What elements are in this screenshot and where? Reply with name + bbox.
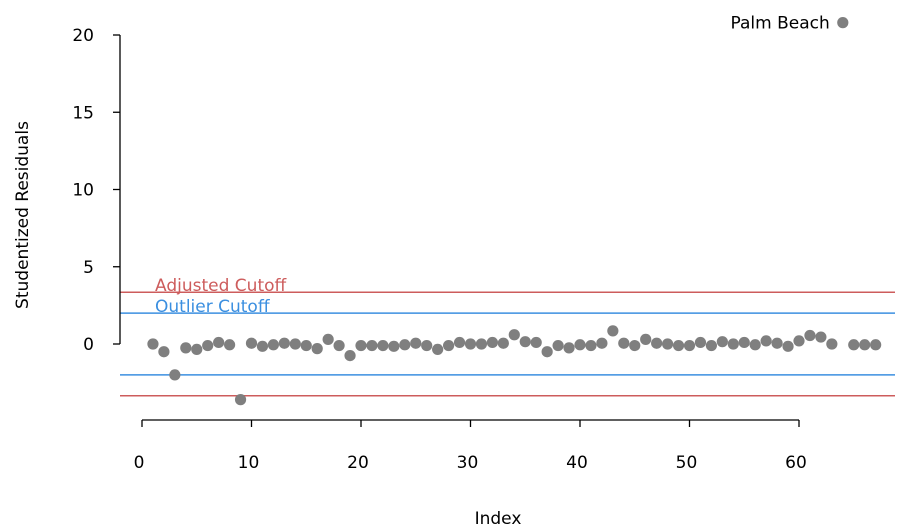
data-point: [147, 338, 159, 350]
data-point: [234, 394, 247, 406]
data-point: [519, 336, 531, 348]
x-tick-label: 0: [134, 453, 145, 473]
data-point: [202, 339, 214, 352]
x-ticks: 0 10 20 30 40 50 60: [134, 420, 807, 473]
x-tick-label: 20: [347, 453, 369, 473]
data-point: [651, 337, 663, 349]
data-point: [256, 340, 269, 352]
data-point: [541, 346, 553, 358]
data-point: [585, 339, 597, 352]
data-point: [694, 336, 707, 349]
x-tick-label: 10: [238, 453, 260, 473]
data-point: [300, 339, 312, 352]
data-point: [213, 336, 225, 349]
data-point: [410, 337, 422, 349]
data-point: [486, 336, 498, 349]
data-point: [738, 336, 750, 349]
y-axis-label: Studentized Residuals: [13, 121, 33, 309]
data-point: [782, 340, 794, 352]
data-point: [322, 333, 334, 345]
y-tick-label: 10: [72, 181, 94, 201]
data-point: [574, 339, 586, 351]
data-point: [289, 338, 301, 350]
data-point: [552, 339, 564, 352]
data-point: [837, 17, 849, 29]
data-point: [180, 342, 192, 354]
data-point: [629, 339, 641, 352]
y-tick-label: 15: [72, 103, 94, 123]
x-tick-label: 60: [785, 453, 807, 473]
y-tick-label: 5: [83, 258, 94, 278]
data-point: [705, 339, 718, 352]
data-point: [333, 339, 345, 352]
data-point: [870, 339, 882, 351]
data-point: [267, 339, 279, 351]
data-point: [311, 343, 323, 355]
data-point: [432, 343, 444, 356]
data-point: [727, 338, 739, 350]
data-point: [793, 335, 805, 347]
adjusted-cutoff-label: Adjusted Cutoff: [155, 276, 288, 296]
y-ticks: 0 5 10 15 20: [72, 26, 120, 355]
data-point: [848, 339, 860, 351]
data-point: [640, 333, 652, 345]
data-point: [245, 337, 258, 349]
data-point: [749, 339, 761, 351]
data-point: [169, 369, 181, 381]
x-axis-label: Index: [475, 509, 522, 529]
data-point: [672, 339, 685, 352]
data-point: [508, 329, 520, 341]
data-point: [596, 337, 608, 349]
data-point: [366, 339, 378, 352]
data-point: [475, 338, 488, 350]
data-point: [662, 338, 674, 350]
y-tick-label: 0: [83, 335, 94, 355]
data-points: [147, 17, 882, 406]
data-point: [355, 339, 367, 352]
data-point: [530, 336, 542, 349]
data-point: [760, 335, 772, 347]
data-point: [399, 339, 411, 351]
y-tick-label: 20: [72, 26, 94, 46]
data-point: [563, 342, 575, 354]
axes: 0 5 10 15 20 0 10 20 30 40 50 60: [72, 26, 806, 473]
data-point: [464, 338, 477, 350]
data-point: [607, 325, 619, 337]
data-point: [344, 349, 356, 362]
data-point: [771, 337, 783, 349]
data-point: [815, 331, 827, 343]
data-point: [497, 337, 509, 349]
data-point: [859, 339, 871, 351]
data-point: [158, 346, 170, 358]
outlier-cutoff-label: Outlier Cutoff: [155, 297, 271, 317]
data-point: [804, 329, 816, 342]
data-point: [453, 336, 466, 349]
data-point: [683, 339, 696, 352]
data-point: [377, 339, 389, 352]
x-tick-label: 50: [676, 453, 698, 473]
data-point: [278, 337, 290, 349]
data-point: [716, 336, 728, 348]
data-point: [618, 337, 630, 349]
data-point: [826, 338, 838, 350]
data-point: [388, 340, 400, 352]
data-point: [224, 339, 236, 351]
x-tick-label: 30: [457, 453, 479, 473]
data-point: [443, 339, 455, 352]
data-point: [191, 343, 203, 356]
x-tick-label: 40: [566, 453, 588, 473]
data-point: [421, 339, 433, 352]
annotations: Palm Beach: [731, 14, 830, 34]
point-annotation: Palm Beach: [731, 14, 830, 34]
